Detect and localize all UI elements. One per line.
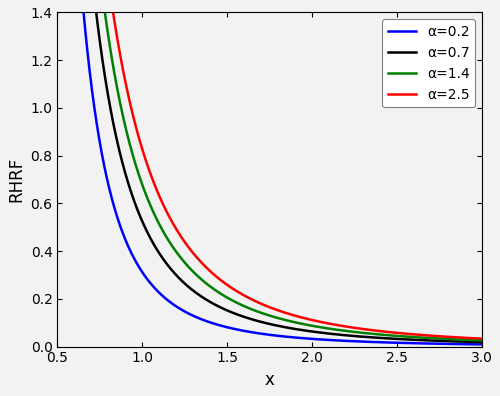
α=0.7 [259,320,265,324]
α=0.7 [468,339,473,344]
Line: α=1.4: α=1.4 [74,0,482,341]
α=0.2 [392,340,398,345]
α=0.2 [259,331,265,336]
α=2.5 [270,306,276,311]
α=0.2 [479,342,485,347]
X-axis label: x: x [265,371,274,389]
α=0.7 [479,340,485,345]
α=1.4 [467,337,473,342]
Line: α=0.2: α=0.2 [74,0,482,345]
α=0.7 [270,322,276,327]
α=1.4 [270,314,276,319]
α=2.5 [468,336,473,341]
α=0.2 [270,333,276,337]
α=1.4 [259,311,265,316]
α=2.5 [392,330,398,335]
α=2.5 [467,336,473,341]
α=1.4 [479,338,485,343]
α=2.5 [259,302,265,307]
α=0.7 [92,1,98,6]
Line: α=2.5: α=2.5 [74,0,482,339]
Legend: α=0.2, α=0.7, α=1.4, α=2.5: α=0.2, α=0.7, α=1.4, α=2.5 [382,19,475,107]
Y-axis label: RHRF: RHRF [7,157,25,202]
α=0.7 [467,339,473,344]
α=2.5 [479,336,485,341]
α=0.2 [467,342,473,346]
α=1.4 [392,333,398,338]
α=0.7 [392,337,398,341]
α=1.4 [468,338,473,343]
Line: α=0.7: α=0.7 [74,0,482,342]
α=0.2 [92,111,98,116]
α=0.2 [468,342,473,346]
